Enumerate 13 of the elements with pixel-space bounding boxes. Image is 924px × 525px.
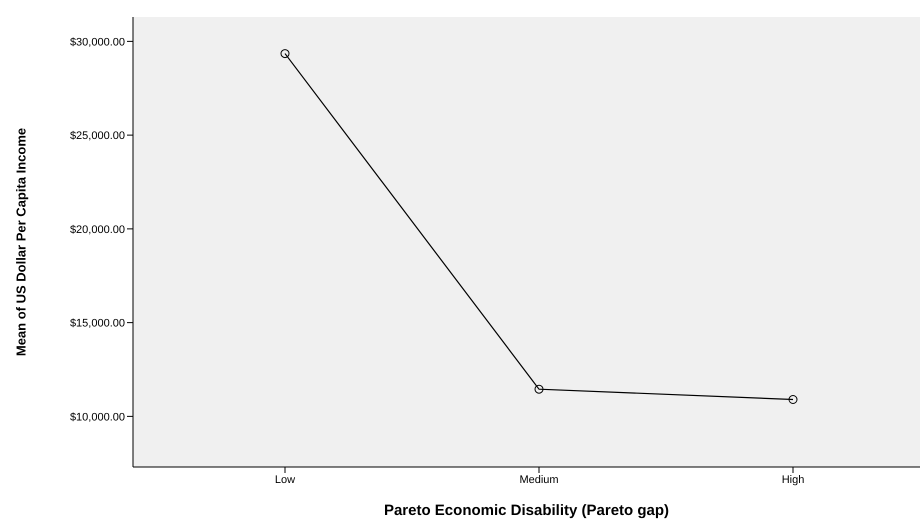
x-tick-label: Low (274, 474, 296, 486)
x-tick-label: Medium (519, 474, 559, 486)
x-tick-label: High (782, 474, 804, 486)
y-axis-title: Mean of US Dollar Per Capita Income (14, 128, 29, 356)
y-tick-label: $30,000.00 (70, 36, 125, 48)
point (534, 384, 544, 394)
y-tick-label: $15,000.00 (70, 318, 125, 330)
y-tick-label: $20,000.00 (70, 224, 125, 236)
y-tick-label: $10,000.00 (70, 411, 125, 424)
y-tick-label: $25,000.00 (70, 130, 125, 142)
point (280, 49, 290, 58)
point (788, 395, 798, 404)
x-axis-title: Pareto Economic Disability (Pareto gap) (384, 502, 670, 519)
